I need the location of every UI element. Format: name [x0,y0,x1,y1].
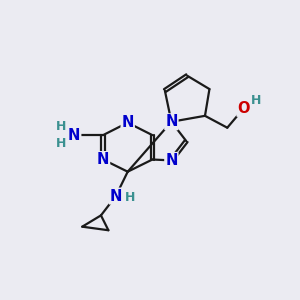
Text: N: N [97,152,109,167]
Text: N: N [122,115,134,130]
Text: N: N [68,128,80,142]
Text: N: N [165,114,178,129]
Text: H: H [251,94,261,106]
Text: H: H [56,137,66,150]
Text: N: N [165,153,178,168]
Text: N: N [110,189,122,204]
Text: H: H [125,191,135,204]
Text: O: O [237,101,250,116]
Text: H: H [56,120,66,133]
